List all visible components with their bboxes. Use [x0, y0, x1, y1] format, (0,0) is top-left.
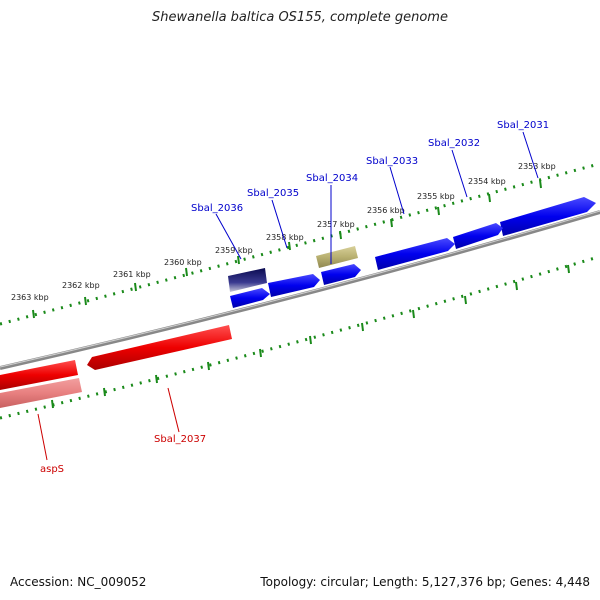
label-sbal-2037: Sbal_2037 — [154, 434, 206, 445]
leader-sbal-2031 — [522, 131, 539, 179]
kbp-label: 2363 kbp — [11, 293, 49, 302]
gene-asps[interactable] — [0, 360, 78, 390]
label-sbal-2035: Sbal_2035 — [247, 188, 299, 199]
leader-sbal-2036 — [215, 213, 242, 260]
gene-sbal-2036-dark[interactable] — [228, 268, 267, 292]
accession-text: Accession: NC_009052 — [10, 575, 147, 589]
kbp-label: 2361 kbp — [113, 270, 151, 279]
kbp-label: 2356 kbp — [367, 206, 405, 215]
gene-asps-pseudo[interactable] — [0, 378, 82, 408]
gene-sbal-2032[interactable] — [453, 223, 503, 249]
gene-sbal-2037[interactable] — [87, 325, 232, 370]
leader-sbal-2033 — [389, 166, 405, 215]
kbp-label: 2354 kbp — [468, 177, 506, 186]
inner-major-ticks — [51, 264, 570, 409]
leader-asps — [37, 413, 48, 461]
gene-sbal-2035[interactable] — [268, 274, 320, 297]
label-sbal-2032: Sbal_2032 — [428, 138, 480, 149]
kbp-label: 2357 kbp — [317, 220, 355, 229]
gene-sbal-2035-a[interactable] — [321, 264, 361, 285]
gene-sbal-2034[interactable] — [316, 246, 358, 268]
leader-sbal-2037 — [167, 387, 180, 433]
leader-sbal-2035 — [271, 199, 288, 249]
kbp-label: 2360 kbp — [164, 258, 202, 267]
kbp-label: 2362 kbp — [62, 281, 100, 290]
map-title: Shewanella baltica OS155, complete genom… — [152, 10, 448, 25]
outer-major-ticks — [32, 179, 542, 319]
kbp-label: 2359 kbp — [215, 246, 253, 255]
label-sbal-2036: Sbal_2036 — [191, 203, 243, 214]
kbp-label: 2355 kbp — [417, 192, 455, 201]
label-sbal-2034: Sbal_2034 — [306, 173, 358, 184]
topology-text: Topology: circular; Length: 5,127,376 bp… — [260, 575, 590, 589]
leader-sbal-2032 — [451, 149, 468, 198]
gene-sbal-2033[interactable] — [375, 238, 455, 270]
kbp-label: 2353 kbp — [518, 162, 556, 171]
kbp-label: 2358 kbp — [266, 233, 304, 242]
label-sbal-2033: Sbal_2033 — [366, 156, 418, 167]
backbone — [0, 210, 600, 370]
backbone-highlight — [0, 210, 600, 368]
gene-sbal-2031[interactable] — [500, 197, 596, 236]
gene-sbal-2036[interactable] — [230, 288, 270, 308]
label-asps: aspS — [40, 464, 64, 475]
label-sbal-2031: Sbal_2031 — [497, 120, 549, 131]
